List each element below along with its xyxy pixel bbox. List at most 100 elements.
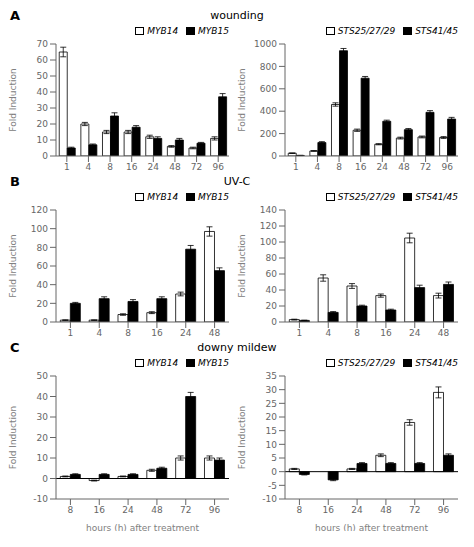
svg-text:0: 0 — [42, 317, 48, 327]
svg-text:24: 24 — [377, 162, 389, 172]
svg-text:0: 0 — [271, 151, 277, 161]
svg-text:72: 72 — [409, 505, 420, 515]
svg-text:Fold Induction: Fold Induction — [237, 68, 247, 131]
svg-text:48: 48 — [169, 162, 181, 172]
html-text:MYB15: MYB15 — [198, 26, 229, 36]
svg-text:24: 24 — [180, 328, 192, 338]
svg-text:20: 20 — [266, 412, 278, 422]
svg-text:800: 800 — [260, 62, 277, 72]
svg-text:600: 600 — [260, 84, 277, 94]
svg-text:hours (h) after treatment: hours (h) after treatment — [315, 523, 429, 531]
svg-text:72: 72 — [191, 162, 202, 172]
svg-text:48: 48 — [209, 328, 221, 338]
svg-text:60: 60 — [37, 55, 49, 65]
svg-text:1: 1 — [68, 328, 74, 338]
svg-text:24: 24 — [122, 505, 134, 515]
html-text:A: A — [10, 8, 21, 23]
svg-text:20: 20 — [37, 433, 49, 443]
svg-text:50: 50 — [37, 371, 49, 381]
svg-text:16: 16 — [94, 505, 106, 515]
svg-text:8: 8 — [336, 162, 342, 172]
svg-text:8: 8 — [107, 162, 113, 172]
svg-text:4: 4 — [86, 162, 92, 172]
svg-text:Fold Induction: Fold Induction — [237, 234, 247, 297]
svg-text:16: 16 — [151, 328, 163, 338]
svg-text:0: 0 — [271, 467, 277, 477]
svg-text:-10: -10 — [262, 494, 277, 504]
svg-text:16: 16 — [355, 162, 367, 172]
svg-text:96: 96 — [212, 162, 224, 172]
svg-text:8: 8 — [125, 328, 131, 338]
svg-text:20: 20 — [266, 301, 278, 311]
svg-text:96: 96 — [441, 162, 453, 172]
svg-text:4: 4 — [315, 162, 321, 172]
svg-text:1: 1 — [297, 328, 303, 338]
svg-text:30: 30 — [266, 385, 278, 395]
svg-text:0: 0 — [42, 151, 48, 161]
html-text:UV-C: UV-C — [223, 175, 251, 188]
svg-text:70: 70 — [37, 39, 49, 49]
svg-text:16: 16 — [126, 162, 138, 172]
svg-text:20: 20 — [37, 119, 49, 129]
svg-text:10: 10 — [37, 135, 49, 145]
svg-text:Fold Induction: Fold Induction — [8, 234, 18, 297]
svg-text:30: 30 — [37, 103, 49, 113]
svg-text:35: 35 — [266, 371, 277, 381]
svg-text:40: 40 — [266, 285, 278, 295]
svg-text:100: 100 — [31, 224, 48, 234]
svg-text:200: 200 — [260, 129, 277, 139]
svg-text:40: 40 — [37, 87, 49, 97]
svg-text:5: 5 — [271, 453, 277, 463]
svg-text:48: 48 — [398, 162, 410, 172]
svg-text:0: 0 — [271, 317, 277, 327]
svg-text:4: 4 — [96, 328, 102, 338]
svg-text:96: 96 — [438, 505, 450, 515]
svg-text:16: 16 — [380, 328, 392, 338]
svg-text:48: 48 — [151, 505, 163, 515]
svg-text:72: 72 — [180, 505, 191, 515]
svg-text:96: 96 — [209, 505, 221, 515]
svg-text:4: 4 — [325, 328, 331, 338]
svg-text:400: 400 — [260, 106, 277, 116]
svg-text:15: 15 — [266, 426, 277, 436]
svg-text:Fold Induction: Fold Induction — [237, 406, 247, 469]
svg-text:10: 10 — [266, 440, 278, 450]
html-text:downy mildew: downy mildew — [197, 341, 277, 354]
svg-text:60: 60 — [266, 269, 278, 279]
svg-text:120: 120 — [260, 221, 277, 231]
svg-text:8: 8 — [354, 328, 360, 338]
svg-text:48: 48 — [438, 328, 450, 338]
svg-text:10: 10 — [37, 453, 49, 463]
svg-text:25: 25 — [266, 399, 277, 409]
svg-text:1000: 1000 — [254, 39, 277, 49]
svg-text:-10: -10 — [33, 494, 48, 504]
svg-text:30: 30 — [37, 412, 49, 422]
svg-text:80: 80 — [266, 253, 278, 263]
svg-text:24: 24 — [148, 162, 160, 172]
svg-text:24: 24 — [409, 328, 421, 338]
svg-text:8: 8 — [297, 505, 303, 515]
svg-text:60: 60 — [37, 261, 49, 271]
svg-text:-5: -5 — [268, 481, 277, 491]
svg-text:120: 120 — [31, 205, 48, 215]
svg-text:16: 16 — [323, 505, 335, 515]
svg-text:40: 40 — [37, 392, 49, 402]
svg-text:24: 24 — [351, 505, 363, 515]
svg-text:80: 80 — [37, 243, 49, 253]
html-text:MYB14: MYB14 — [147, 26, 179, 36]
svg-text:Fold Induction: Fold Induction — [8, 68, 18, 131]
svg-text:8: 8 — [68, 505, 74, 515]
svg-text:Fold Induction: Fold Induction — [8, 406, 18, 469]
svg-text:20: 20 — [37, 299, 49, 309]
svg-text:40: 40 — [37, 280, 49, 290]
svg-text:0: 0 — [42, 474, 48, 484]
svg-text:140: 140 — [260, 205, 277, 215]
html-text:wounding: wounding — [210, 9, 264, 22]
svg-text:100: 100 — [260, 237, 277, 247]
svg-text:50: 50 — [37, 71, 49, 81]
svg-text:1: 1 — [64, 162, 70, 172]
svg-text:1: 1 — [293, 162, 299, 172]
svg-text:hours (h) after treatment: hours (h) after treatment — [86, 523, 200, 531]
svg-text:48: 48 — [380, 505, 392, 515]
svg-text:72: 72 — [420, 162, 431, 172]
